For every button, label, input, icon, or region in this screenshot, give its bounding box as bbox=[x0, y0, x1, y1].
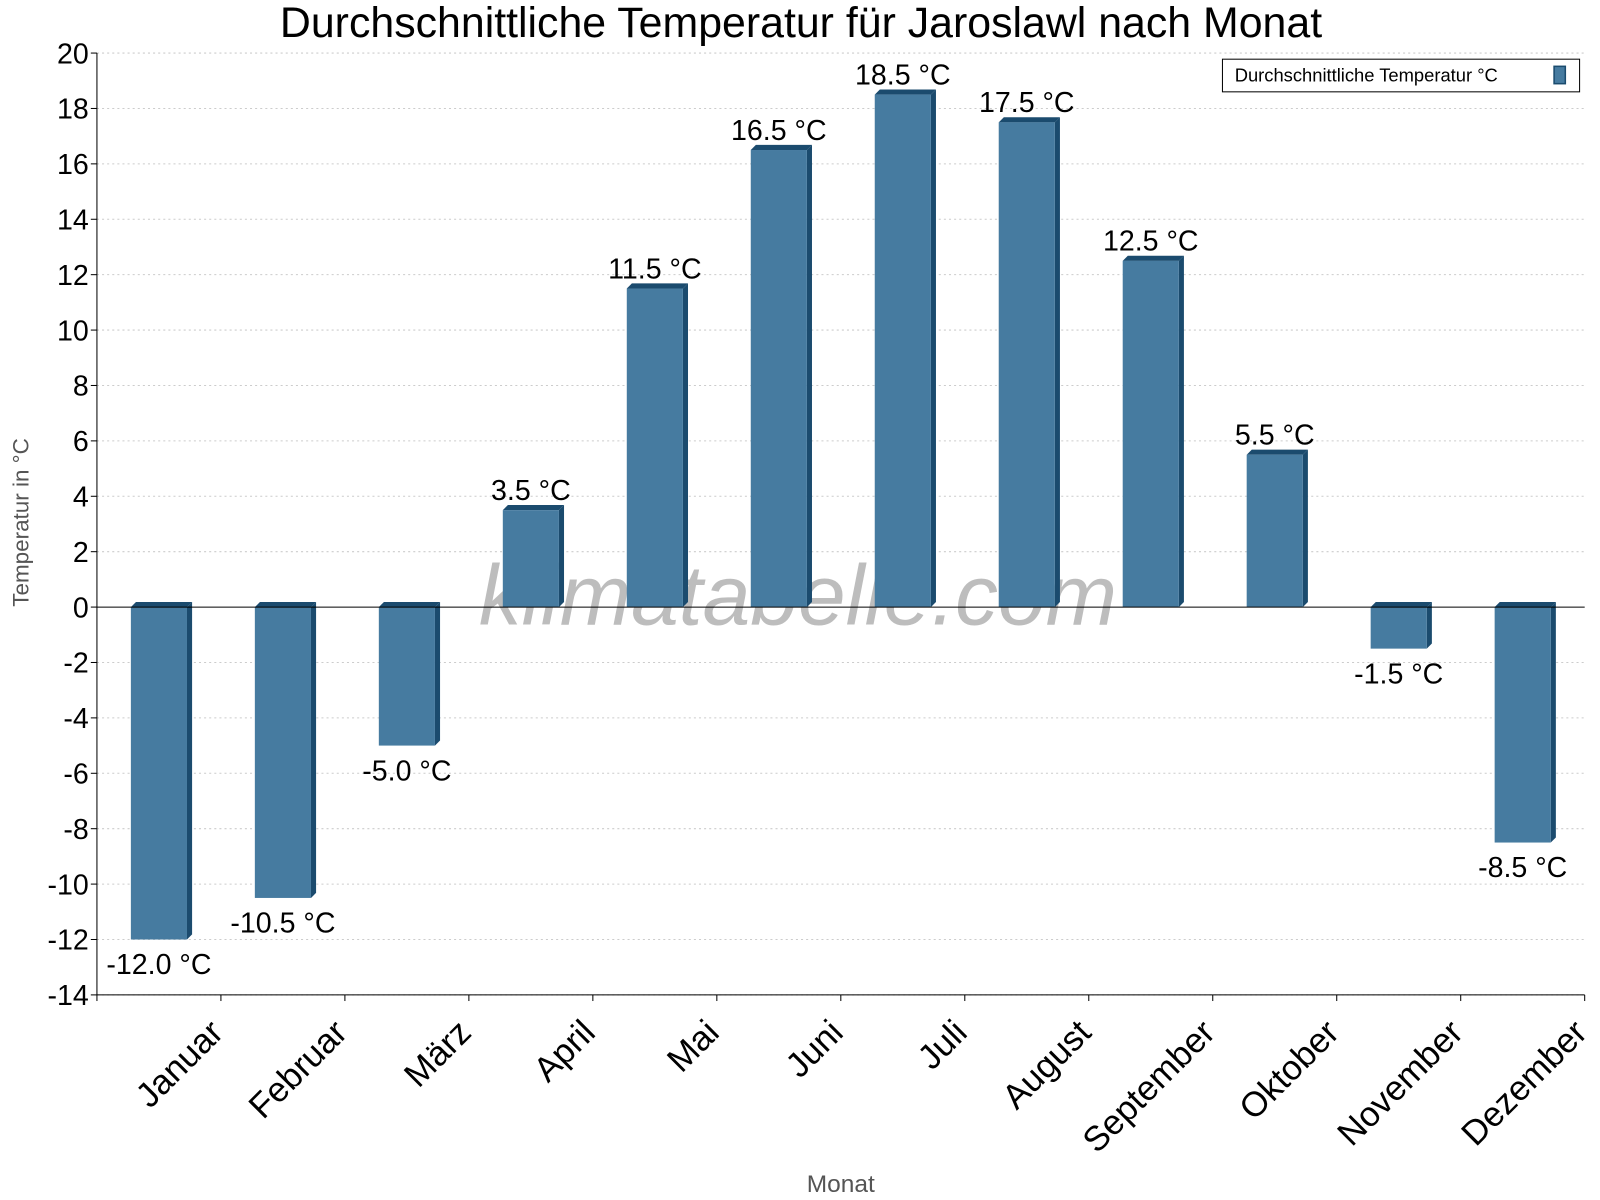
legend-box bbox=[1221, 58, 1581, 93]
bar-side-face bbox=[310, 601, 317, 898]
x-tick-label: Dezember bbox=[1454, 1013, 1594, 1153]
y-tick-label: -6 bbox=[63, 758, 88, 790]
y-tick-label: 0 bbox=[73, 592, 89, 624]
bar-top-face bbox=[1370, 601, 1432, 608]
bar bbox=[1246, 454, 1303, 608]
data-label: 3.5 °C bbox=[491, 475, 571, 507]
y-tick-label: 4 bbox=[73, 481, 89, 513]
bar bbox=[254, 607, 311, 898]
bar-top-face bbox=[130, 601, 193, 608]
data-label: 16.5 °C bbox=[731, 115, 827, 147]
bar bbox=[998, 122, 1055, 608]
bar-side-face bbox=[1426, 601, 1432, 649]
bar bbox=[1122, 260, 1179, 608]
bar-top-face bbox=[626, 283, 689, 289]
y-tick-label: 2 bbox=[73, 537, 89, 569]
bar bbox=[874, 94, 931, 608]
data-label: 12.5 °C bbox=[1103, 226, 1199, 258]
bar bbox=[378, 607, 435, 746]
gridlines bbox=[96, 52, 1585, 996]
data-label: 17.5 °C bbox=[979, 87, 1075, 119]
x-tick-label: Mai bbox=[660, 1013, 726, 1079]
data-label: -8.5 °C bbox=[1478, 852, 1567, 884]
y-tick-label: -8 bbox=[63, 814, 88, 846]
x-tick-label: Juli bbox=[911, 1013, 975, 1077]
data-label: -5.0 °C bbox=[362, 755, 451, 787]
bar-side-face bbox=[1550, 601, 1556, 843]
y-tick-label: 12 bbox=[57, 260, 89, 292]
x-tick-label: März bbox=[397, 1013, 478, 1094]
x-tick-label: August bbox=[995, 1013, 1098, 1116]
bar-side-face bbox=[1054, 117, 1060, 608]
y-tick-label: -2 bbox=[63, 648, 88, 680]
bar bbox=[1494, 607, 1551, 843]
bar-side-face bbox=[434, 601, 441, 746]
bar bbox=[130, 607, 187, 940]
bar-side-face bbox=[558, 505, 565, 608]
bar-top-face bbox=[502, 505, 565, 511]
y-tick-label: -12 bbox=[47, 925, 88, 957]
bar bbox=[626, 288, 683, 608]
legend: Durchschnittliche Temperatur °C bbox=[1221, 58, 1581, 93]
bar-top-face bbox=[998, 117, 1060, 123]
y-tick-label: 8 bbox=[73, 371, 89, 403]
bar bbox=[502, 510, 559, 608]
data-label: -12.0 °C bbox=[106, 949, 211, 981]
bar-top-face bbox=[254, 601, 317, 608]
legend-label: Durchschnittliche Temperatur °C bbox=[1235, 65, 1498, 86]
bar-side-face bbox=[1302, 449, 1308, 608]
x-tick-label: April bbox=[527, 1013, 603, 1089]
bar-side-face bbox=[682, 283, 689, 608]
bar bbox=[1370, 607, 1427, 649]
data-label: -10.5 °C bbox=[230, 908, 335, 940]
bars: -12.0 °C -10.5 °C -5.0 °C 3.5 °C 11.5 °C 16.5… bbox=[106, 59, 1567, 981]
bar-side-face bbox=[1178, 255, 1184, 608]
chart-title: Durchschnittliche Temperatur für Jarosla… bbox=[280, 0, 1322, 47]
data-label: 11.5 °C bbox=[608, 253, 701, 285]
bar-top-face bbox=[874, 89, 936, 95]
x-axis-label: Monat bbox=[807, 1171, 875, 1198]
data-label: -1.5 °C bbox=[1354, 658, 1443, 690]
bar-top-face bbox=[1246, 449, 1308, 455]
bar-top-face bbox=[1122, 255, 1184, 261]
x-tick-label: Januar bbox=[129, 1013, 231, 1115]
data-label: 5.5 °C bbox=[1235, 420, 1315, 452]
legend-swatch bbox=[1553, 65, 1567, 85]
bar-side-face bbox=[186, 601, 193, 940]
y-tick-label: -14 bbox=[47, 980, 88, 1012]
y-tick-label: 14 bbox=[57, 204, 89, 236]
x-tick-label: Oktober bbox=[1232, 1013, 1346, 1127]
x-tick-label: September bbox=[1076, 1013, 1223, 1160]
data-label: 18.5 °C bbox=[855, 59, 951, 91]
y-tick-label: 18 bbox=[57, 94, 89, 126]
x-tick-label: Juni bbox=[779, 1013, 851, 1085]
y-tick-label: 16 bbox=[57, 149, 89, 181]
y-axis-label: Temperatur in °C bbox=[9, 438, 34, 607]
bar bbox=[750, 150, 807, 608]
y-tick-label: -10 bbox=[47, 869, 88, 901]
bar-side-face bbox=[930, 89, 936, 608]
y-tick-label: 6 bbox=[73, 426, 89, 458]
y-tick-label: -4 bbox=[63, 703, 89, 735]
bar-top-face bbox=[378, 601, 441, 608]
x-tick-label: Februar bbox=[242, 1013, 355, 1126]
bar-top-face bbox=[750, 144, 812, 151]
bar-top-face bbox=[1494, 601, 1556, 608]
y-tick-label: 20 bbox=[57, 38, 89, 70]
x-tick-label: November bbox=[1331, 1013, 1471, 1153]
bar-side-face bbox=[806, 144, 812, 608]
y-tick-label: 10 bbox=[57, 315, 89, 347]
